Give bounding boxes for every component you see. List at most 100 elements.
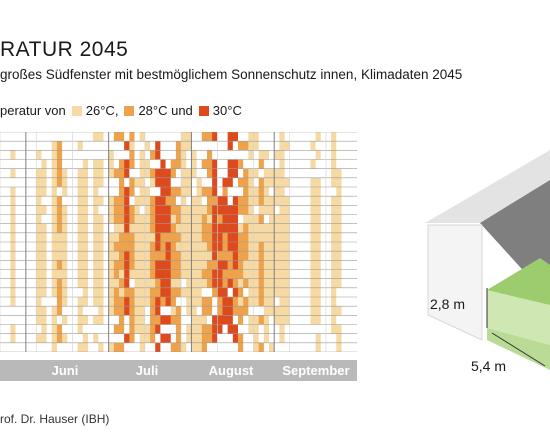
heatmap-cell bbox=[238, 223, 244, 234]
heatmap-cell bbox=[0, 260, 6, 270]
heatmap-cell bbox=[98, 260, 104, 270]
heatmap-cell bbox=[160, 315, 166, 325]
heatmap-cell bbox=[51, 141, 58, 151]
heatmap-cell bbox=[191, 177, 197, 188]
heatmap-cell bbox=[201, 205, 208, 215]
heatmap-cell bbox=[150, 278, 156, 289]
heatmap-cell bbox=[181, 187, 187, 197]
heatmap-cell bbox=[284, 251, 291, 261]
heatmap-cell bbox=[269, 141, 275, 151]
heatmap-cell bbox=[258, 324, 265, 334]
heatmap-cell bbox=[217, 242, 223, 252]
heatmap-cell bbox=[124, 269, 130, 279]
heatmap-cell bbox=[25, 196, 32, 206]
heatmap-cell bbox=[274, 214, 280, 224]
heatmap-cell bbox=[77, 150, 84, 160]
heatmap-cell bbox=[325, 251, 332, 261]
heatmap-cell bbox=[232, 205, 239, 215]
heatmap-cell bbox=[351, 251, 357, 261]
heatmap-cell bbox=[155, 333, 161, 344]
heatmap-cell bbox=[186, 205, 192, 215]
heatmap-cell bbox=[325, 333, 332, 344]
heatmap-cell bbox=[351, 205, 357, 215]
heatmap-cell bbox=[320, 297, 327, 307]
heatmap-cell bbox=[222, 251, 228, 261]
heatmap-cell bbox=[227, 196, 234, 206]
heatmap-cell bbox=[160, 141, 166, 151]
heatmap-cell bbox=[31, 205, 37, 215]
heatmap-cell bbox=[201, 306, 208, 316]
heatmap-cell bbox=[310, 196, 316, 206]
heatmap-cell bbox=[134, 260, 140, 270]
heatmap-cell bbox=[341, 232, 347, 243]
heatmap-cell bbox=[62, 141, 68, 151]
heatmap-cell bbox=[139, 141, 146, 151]
heatmap-cell bbox=[248, 223, 254, 234]
heatmap-cell bbox=[155, 297, 161, 307]
heatmap-cell bbox=[139, 315, 146, 325]
heatmap-cell bbox=[222, 297, 228, 307]
heatmap-cell bbox=[289, 168, 296, 179]
heatmap-cell bbox=[269, 177, 275, 188]
heatmap-cell bbox=[108, 269, 115, 279]
heatmap-cell bbox=[0, 269, 6, 279]
heatmap-cell bbox=[150, 159, 156, 169]
heatmap-cell bbox=[196, 342, 203, 352]
heatmap-cell bbox=[31, 232, 37, 243]
heatmap-cell bbox=[56, 242, 63, 252]
heatmap-cell bbox=[139, 297, 146, 307]
heatmap-cell bbox=[15, 251, 21, 261]
heatmap-cell bbox=[170, 297, 177, 307]
heatmap-cell bbox=[51, 306, 58, 316]
heatmap-cell bbox=[103, 187, 109, 197]
heatmap-cell bbox=[72, 315, 78, 325]
heatmap-cell bbox=[87, 205, 94, 215]
heatmap-cell bbox=[119, 141, 125, 151]
heatmap-cell bbox=[51, 342, 58, 352]
heatmap-cell bbox=[160, 269, 166, 279]
heatmap-cell bbox=[20, 287, 27, 298]
heatmap-cell bbox=[300, 260, 306, 270]
heatmap-cell bbox=[150, 141, 156, 151]
heatmap-cell bbox=[310, 205, 316, 215]
heatmap-cell bbox=[93, 214, 99, 224]
heatmap-cell bbox=[170, 187, 177, 197]
heatmap-cell bbox=[325, 205, 332, 215]
heatmap-cell bbox=[15, 278, 21, 289]
heatmap-cell bbox=[160, 232, 166, 243]
heatmap-cell bbox=[134, 315, 140, 325]
room-wall-side bbox=[487, 290, 550, 370]
heatmap-cell bbox=[320, 324, 327, 334]
heatmap-cell bbox=[82, 196, 89, 206]
heatmap-cell bbox=[165, 278, 172, 289]
heatmap-cell bbox=[139, 333, 146, 344]
heatmap-cell bbox=[212, 177, 218, 188]
heatmap-cell bbox=[31, 177, 37, 188]
heatmap-cell bbox=[191, 132, 197, 142]
heatmap-cell bbox=[10, 315, 16, 325]
heatmap-cell bbox=[222, 315, 228, 325]
heatmap-cell bbox=[87, 223, 94, 234]
heatmap-cell bbox=[77, 251, 84, 261]
heatmap-cell bbox=[67, 297, 73, 307]
heatmap-cell bbox=[98, 242, 104, 252]
heatmap-cell bbox=[243, 342, 249, 352]
heatmap-cell bbox=[289, 177, 296, 188]
heatmap-cell bbox=[206, 260, 213, 270]
heatmap-cell bbox=[191, 260, 197, 270]
heatmap-cell bbox=[341, 306, 347, 316]
heatmap-cell bbox=[119, 278, 125, 289]
heatmap-cell bbox=[315, 315, 322, 325]
heatmap-cell bbox=[284, 150, 291, 160]
heatmap-cell bbox=[25, 306, 32, 316]
heatmap-cell bbox=[181, 278, 187, 289]
heatmap-cell bbox=[87, 315, 94, 325]
heatmap-cell bbox=[134, 269, 140, 279]
heatmap-cell bbox=[181, 132, 187, 142]
heatmap-cell bbox=[238, 159, 244, 169]
heatmap-cell bbox=[217, 177, 223, 188]
heatmap-cell bbox=[212, 223, 218, 234]
heatmap-cell bbox=[351, 287, 357, 298]
heatmap-cell bbox=[36, 278, 42, 289]
heatmap-cell bbox=[238, 242, 244, 252]
